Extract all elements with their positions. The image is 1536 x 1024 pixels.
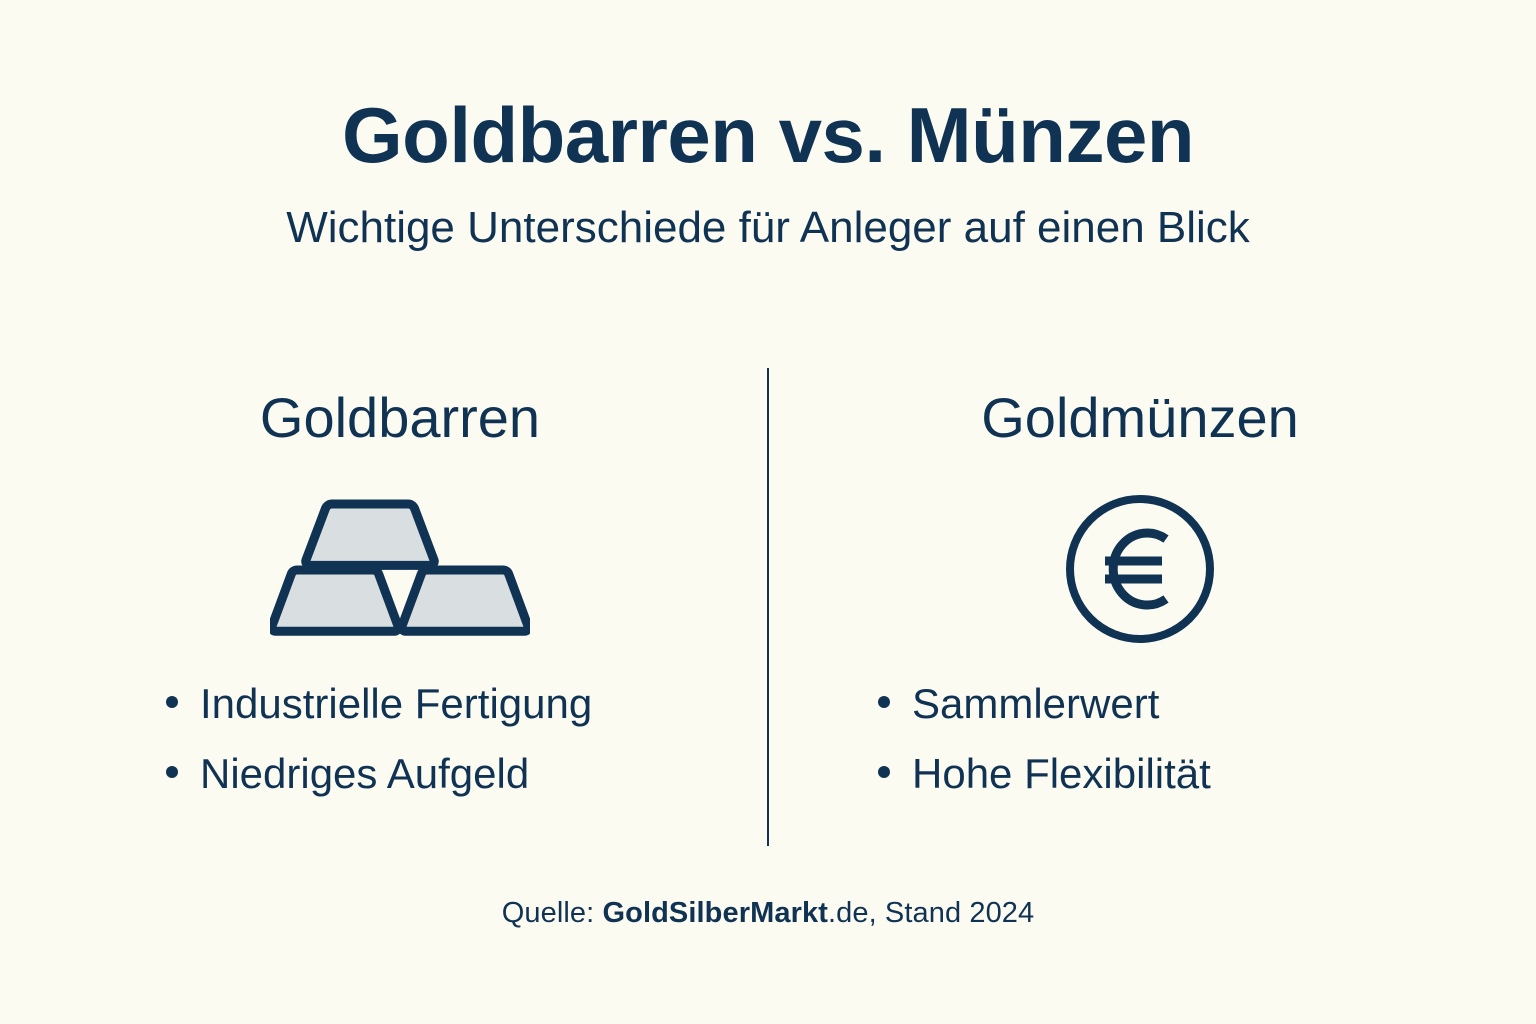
column-heading-right: Goldmünzen	[981, 386, 1299, 449]
column-divider	[767, 368, 769, 846]
bullet-label: Sammlerwert	[912, 680, 1160, 727]
bullet-dot-icon	[878, 696, 890, 708]
source-brand: GoldSilberMarkt	[602, 897, 828, 929]
source-note: Quelle: GoldSilberMarkt.de, Stand 2024	[0, 897, 1536, 930]
source-suffix: .de, Stand 2024	[827, 897, 1035, 929]
column-goldbarren: Goldbarren Industrielle Fertigung	[50, 380, 750, 822]
column-heading-left: Goldbarren	[259, 386, 541, 449]
page-subtitle: Wichtige Unterschiede für Anleger auf ei…	[286, 203, 1250, 252]
page-title: Goldbarren vs. Münzen	[342, 91, 1194, 179]
icon-wrap-right	[790, 474, 1490, 664]
bullet-dot-icon	[166, 696, 178, 708]
bullet-label: Industrielle Fertigung	[200, 680, 593, 727]
list-item: Niedriges Aufgeld	[166, 750, 750, 798]
list-item: Industrielle Fertigung	[166, 680, 750, 727]
bullet-label: Hohe Flexibilität	[912, 750, 1211, 798]
gold-bars-icon	[270, 499, 530, 636]
bullet-label: Niedriges Aufgeld	[200, 750, 530, 798]
bullet-list-left: Industrielle Fertigung Niedriges Aufgeld	[50, 680, 750, 798]
column-goldmuenzen: Goldmünzen Sammlerwert H	[790, 380, 1490, 822]
bullet-dot-icon	[878, 766, 890, 779]
source-prefix: Quelle:	[501, 897, 603, 929]
bullet-dot-icon	[166, 766, 178, 779]
list-item: Hohe Flexibilität	[878, 750, 1490, 798]
icon-wrap-left	[50, 474, 750, 664]
euro-coin-icon	[1066, 495, 1214, 643]
list-item: Sammlerwert	[878, 680, 1490, 727]
bullet-list-right: Sammlerwert Hohe Flexibilität	[790, 680, 1490, 798]
comparison-columns: Goldbarren Industrielle Fertigung	[0, 368, 1536, 860]
header: Goldbarren vs. Münzen Wichtige Unterschi…	[0, 96, 1536, 250]
